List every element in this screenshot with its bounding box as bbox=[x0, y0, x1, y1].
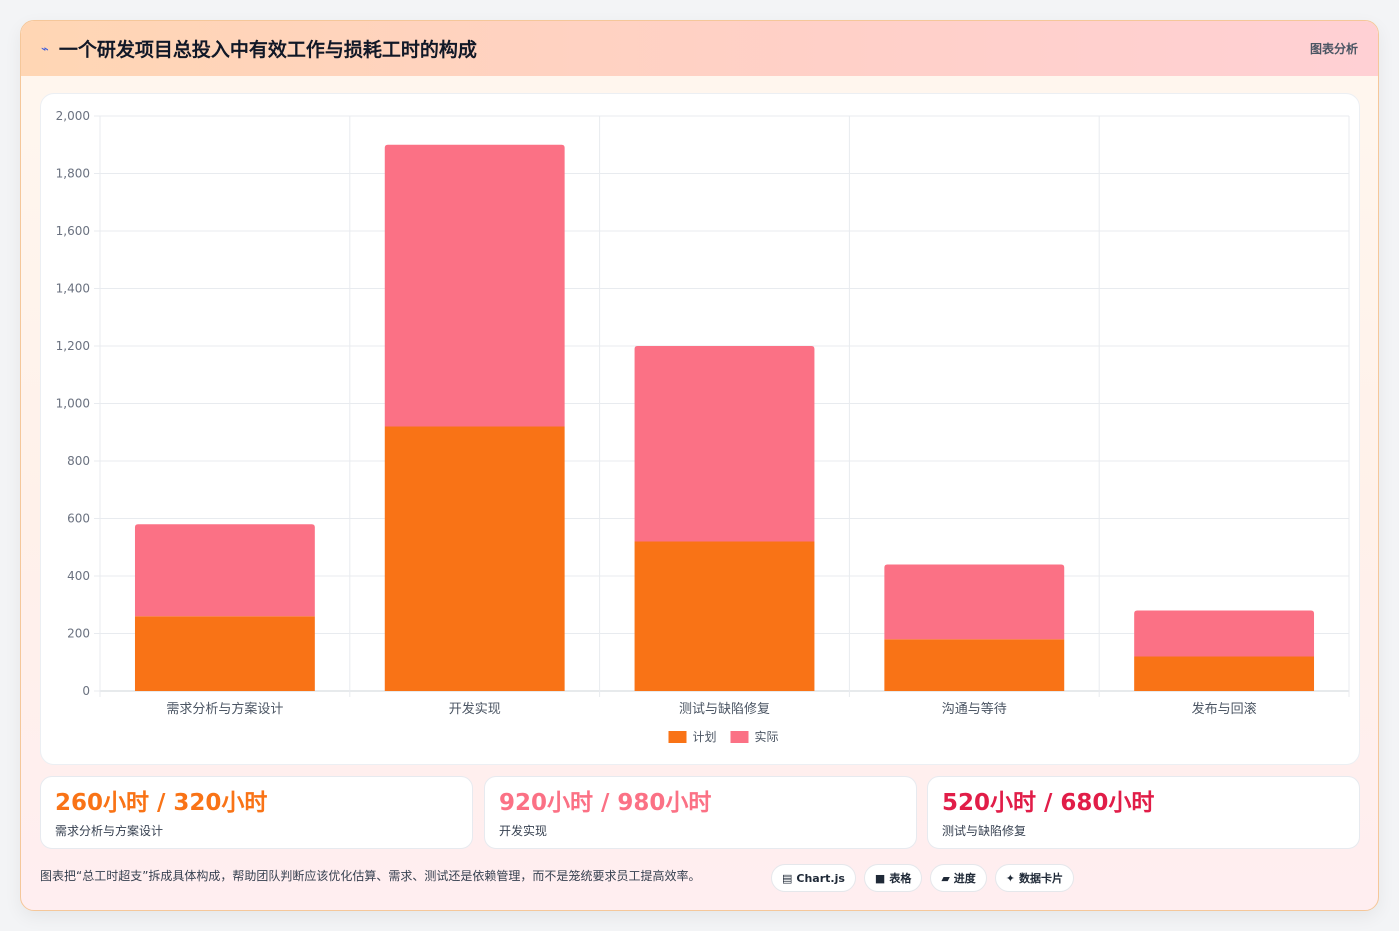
x-tick-label: 沟通与等待 bbox=[942, 701, 1007, 717]
y-tick-label: 1,400 bbox=[56, 282, 90, 296]
stat-card-testing: 520小时 / 680小时 测试与缺陷修复 bbox=[927, 776, 1360, 849]
y-tick-label: 1,800 bbox=[56, 167, 90, 181]
chart-icon: ▤ bbox=[782, 871, 793, 885]
bar-planned bbox=[1134, 656, 1315, 691]
tag-chartjs[interactable]: ▤ Chart.js bbox=[771, 864, 856, 892]
x-tick-label: 开发实现 bbox=[449, 701, 501, 717]
tag-label: 进度 bbox=[953, 872, 976, 885]
y-tick-label: 1,200 bbox=[56, 339, 90, 353]
bar-planned bbox=[884, 639, 1065, 691]
legend-label-actual: 实际 bbox=[755, 729, 779, 744]
stat-label: 测试与缺陷修复 bbox=[942, 824, 1027, 838]
tag-table[interactable]: ■ 表格 bbox=[863, 864, 923, 892]
stacked-bar-chart: 0 200 400 600 800 1,000 1,200 1,400 1,600 1,800 2,… bbox=[56, 109, 1350, 744]
lightning-icon: ⌁ bbox=[41, 42, 49, 57]
bar-actual bbox=[134, 524, 315, 617]
legend-label-planned: 计划 bbox=[693, 730, 717, 744]
stat-value: 920小时 / 980小时 bbox=[499, 790, 712, 816]
stat-value: 520小时 / 680小时 bbox=[942, 790, 1155, 816]
legend-swatch bbox=[668, 731, 687, 743]
tag-label: 表格 bbox=[889, 872, 912, 885]
card-header: ⌁ 一个研发项目总投入中有效工作与损耗工时的构成 图表分析 bbox=[21, 21, 1378, 76]
bar-planned bbox=[634, 541, 815, 691]
footer-note: 图表把“总工时超支”拆成具体构成，帮助团队判断应该优化估算、需求、测试还是依赖管… bbox=[40, 869, 701, 883]
chart-analysis-label[interactable]: 图表分析 bbox=[1309, 42, 1358, 56]
stat-value: 260小时 / 320小时 bbox=[55, 790, 268, 816]
stat-card-development: 920小时 / 980小时 开发实现 bbox=[484, 776, 917, 849]
y-tick-label: 0 bbox=[82, 684, 90, 698]
x-tick-label: 测试与缺陷修复 bbox=[679, 702, 770, 717]
y-tick-label: 800 bbox=[67, 454, 90, 468]
progress-icon: ▰ bbox=[941, 871, 950, 885]
bar-actual bbox=[634, 346, 815, 542]
page-title: 一个研发项目总投入中有效工作与损耗工时的构成 bbox=[58, 39, 477, 61]
y-tick-label: 1,000 bbox=[56, 397, 90, 411]
y-tick-label: 400 bbox=[67, 569, 90, 583]
bar-planned bbox=[134, 616, 315, 691]
stat-label: 需求分析与方案设计 bbox=[55, 824, 164, 838]
legend-swatch bbox=[730, 731, 749, 743]
y-tick-label: 600 bbox=[67, 512, 90, 526]
x-tick-label: 发布与回滚 bbox=[1192, 701, 1257, 717]
stat-label: 开发实现 bbox=[499, 824, 548, 838]
tag-label: 数据卡片 bbox=[1019, 872, 1064, 885]
bar-planned bbox=[384, 426, 565, 691]
y-tick-label: 2,000 bbox=[56, 109, 90, 123]
sparkle-icon: ✦ bbox=[1005, 871, 1016, 885]
tag-list: ▤ Chart.js ■ 表格 ▰ 进度 ✦ 数据卡片 bbox=[771, 864, 1075, 892]
tag-progress[interactable]: ▰ 进度 bbox=[930, 864, 987, 892]
chart-panel: 0 200 400 600 800 1,000 1,200 1,400 1,600 1,800 2,… bbox=[40, 93, 1360, 765]
bar-actual bbox=[1134, 610, 1315, 657]
tag-label: Chart.js bbox=[796, 871, 845, 885]
x-tick-label: 需求分析与方案设计 bbox=[166, 701, 283, 717]
bar-actual bbox=[884, 564, 1065, 640]
y-tick-label: 1,600 bbox=[56, 224, 90, 238]
bar-actual bbox=[384, 144, 565, 427]
y-tick-label: 200 bbox=[67, 627, 90, 641]
chart-card: ⌁ 一个研发项目总投入中有效工作与损耗工时的构成 图表分析 0 200 400 600… bbox=[20, 20, 1379, 911]
stat-card-requirements: 260小时 / 320小时 需求分析与方案设计 bbox=[40, 776, 473, 849]
tag-data-card[interactable]: ✦ 数据卡片 bbox=[994, 864, 1075, 892]
table-icon: ■ bbox=[874, 871, 886, 885]
